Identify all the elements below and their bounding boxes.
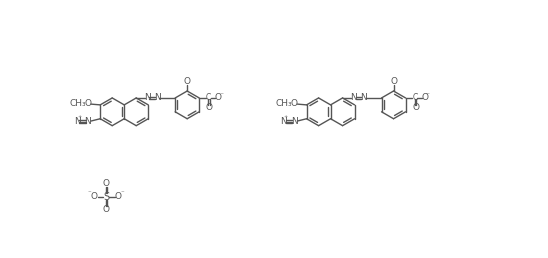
Text: O: O xyxy=(206,103,213,112)
Text: O: O xyxy=(184,77,191,85)
Text: O: O xyxy=(390,77,397,85)
Text: O: O xyxy=(103,179,110,188)
Text: O: O xyxy=(115,192,122,201)
Text: O: O xyxy=(421,93,429,102)
Text: N: N xyxy=(144,93,150,102)
Text: N: N xyxy=(350,93,357,102)
Text: ⁻: ⁻ xyxy=(121,190,124,196)
Text: O: O xyxy=(84,99,92,108)
Text: O: O xyxy=(215,93,222,102)
Text: N: N xyxy=(280,117,287,126)
Text: ⁺: ⁺ xyxy=(284,114,288,123)
Text: CH₃: CH₃ xyxy=(276,99,293,108)
Text: O: O xyxy=(412,103,419,112)
Text: O: O xyxy=(291,99,298,108)
Text: ⁻: ⁻ xyxy=(220,90,224,99)
Text: O: O xyxy=(103,205,110,214)
Text: N: N xyxy=(153,93,161,102)
Text: C: C xyxy=(412,93,418,102)
Text: O: O xyxy=(90,192,97,201)
Text: N: N xyxy=(291,117,298,126)
Text: ⁻: ⁻ xyxy=(426,90,430,99)
Text: C: C xyxy=(206,93,211,102)
Text: N: N xyxy=(360,93,367,102)
Text: ⁺: ⁺ xyxy=(77,114,82,123)
Text: N: N xyxy=(84,117,92,126)
Text: ⁻: ⁻ xyxy=(88,190,92,196)
Text: S: S xyxy=(103,191,109,201)
Text: N: N xyxy=(74,117,81,126)
Text: CH₃: CH₃ xyxy=(70,99,86,108)
